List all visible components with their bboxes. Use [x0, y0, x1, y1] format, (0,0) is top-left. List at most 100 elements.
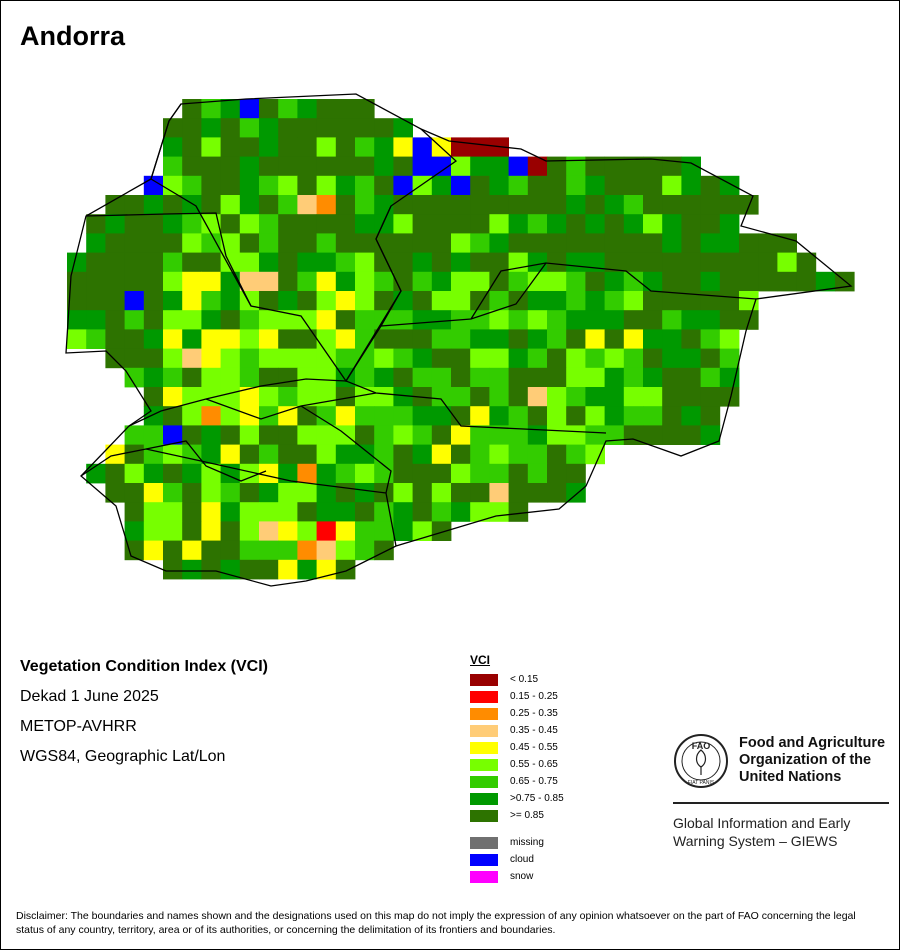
vci-pixel — [220, 444, 241, 465]
vci-pixel — [393, 156, 413, 177]
vci-pixel — [393, 175, 413, 196]
vci-pixel — [143, 175, 164, 196]
vci-pixel — [566, 463, 586, 484]
vci-pixel — [662, 271, 682, 292]
vci-pixel — [297, 521, 317, 541]
vci-pixel — [662, 425, 682, 445]
vci-pixel — [297, 271, 317, 292]
vci-pixel — [412, 310, 433, 330]
legend-label: 0.35 - 0.45 — [510, 725, 558, 736]
vci-pixel — [393, 387, 413, 407]
vci-pixel — [316, 463, 337, 484]
vci-pixel — [508, 214, 529, 234]
district-line — [345, 325, 607, 434]
vci-pixel — [527, 252, 548, 273]
vci-pixel — [220, 406, 241, 426]
divider — [673, 802, 889, 804]
vci-pixel — [239, 367, 260, 388]
vci-pixel — [623, 175, 644, 196]
vci-pixel — [297, 175, 317, 196]
vci-pixel — [182, 118, 202, 138]
vci-pixel — [374, 137, 394, 157]
vci-pixel — [297, 214, 317, 234]
vci-pixel — [143, 271, 164, 292]
vci-pixel — [297, 329, 317, 349]
vci-pixel — [566, 252, 586, 273]
vci-pixel — [623, 291, 644, 311]
vci-pixel — [163, 329, 183, 349]
vci-pixel — [623, 214, 644, 234]
vci-pixel — [335, 195, 356, 215]
vci-pixel — [585, 406, 605, 426]
vci-pixel — [585, 291, 605, 311]
vci-pixel — [201, 387, 221, 407]
vci-pixel — [681, 387, 701, 407]
vci-pixel — [489, 463, 509, 484]
vci-pixel — [316, 367, 337, 388]
vci-pixel — [278, 521, 298, 541]
legend-swatch — [470, 853, 498, 866]
vci-pixel — [143, 483, 164, 503]
vci-pixel — [316, 271, 337, 292]
vci-pixel — [335, 233, 356, 253]
vci-pixel — [105, 310, 125, 330]
vci-pixel — [451, 406, 471, 426]
vci-pixel — [681, 310, 701, 330]
vci-pixel — [604, 406, 625, 426]
vci-pixel — [547, 214, 567, 234]
vci-pixel — [547, 329, 567, 349]
vci-pixel — [681, 233, 701, 253]
vci-pixel — [700, 387, 721, 407]
vci-pixel — [316, 310, 337, 330]
vci-pixel — [508, 233, 529, 253]
vci-pixel — [259, 137, 279, 157]
vci-pixel — [489, 252, 509, 273]
vci-pixel — [259, 348, 279, 369]
vci-pixel — [547, 252, 567, 273]
legend-label: 0.65 - 0.75 — [510, 776, 558, 787]
vci-pixel — [316, 99, 337, 119]
vci-pixel — [662, 233, 682, 253]
vci-pixel — [259, 502, 279, 522]
legend-class-1: 0.15 - 0.25 — [470, 688, 564, 705]
vci-pixel — [355, 214, 375, 234]
legend-label: 0.45 - 0.55 — [510, 742, 558, 753]
vci-pixel — [182, 559, 202, 580]
district-line — [128, 378, 347, 427]
vci-pixel — [508, 367, 529, 388]
vci-pixel — [316, 118, 337, 138]
vci-pixel — [316, 329, 337, 349]
vci-pixel — [316, 252, 337, 273]
vci-pixel — [297, 310, 317, 330]
vci-pixel — [316, 425, 337, 445]
vci-pixel — [259, 559, 279, 580]
vci-pixel — [67, 291, 87, 311]
vci-pixel — [335, 291, 356, 311]
vci-pixel — [527, 367, 548, 388]
vci-pixel — [297, 502, 317, 522]
vci-pixel — [566, 310, 586, 330]
district-line — [470, 262, 547, 320]
vci-pixel — [604, 214, 625, 234]
legend-swatch — [470, 792, 498, 805]
vci-pixel — [124, 444, 145, 465]
vci-pixel — [393, 444, 413, 465]
projection: WGS84, Geographic Lat/Lon — [20, 748, 226, 765]
vci-pixel — [758, 271, 778, 292]
vci-pixel — [201, 156, 221, 177]
vci-pixel — [566, 367, 586, 388]
vci-pixel — [758, 252, 778, 273]
vci-pixel — [566, 387, 586, 407]
legend-special-1: cloud — [470, 851, 564, 868]
vci-pixel — [182, 195, 202, 215]
vci-pixel — [201, 367, 221, 388]
vci-pixel — [201, 195, 221, 215]
vci-pixel — [259, 367, 279, 388]
vci-pixel — [719, 271, 740, 292]
svg-text:FIAT PANIS: FIAT PANIS — [688, 780, 715, 786]
vci-pixel — [547, 195, 567, 215]
vci-pixel — [374, 233, 394, 253]
vci-pixel — [297, 195, 317, 215]
vci-pixel — [412, 329, 433, 349]
legend-class-4: 0.45 - 0.55 — [470, 739, 564, 756]
